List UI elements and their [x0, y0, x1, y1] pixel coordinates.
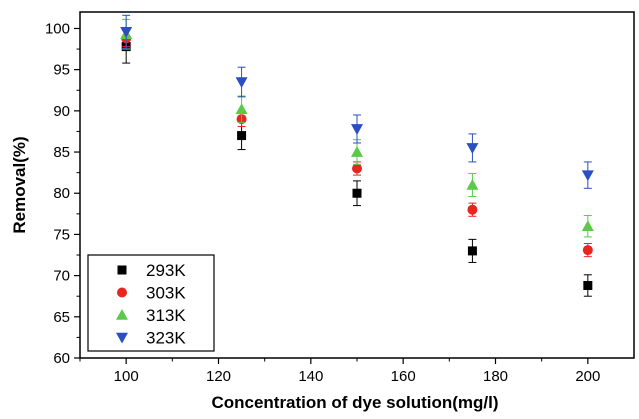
legend-marker [117, 265, 127, 275]
series-313k [120, 18, 594, 238]
data-point [467, 204, 478, 215]
data-point [352, 163, 362, 174]
x-tick-label: 160 [391, 368, 416, 385]
y-tick-label: 100 [45, 20, 70, 37]
data-point [235, 103, 248, 115]
x-tick-label: 140 [298, 368, 323, 385]
legend-label: 313K [146, 306, 186, 325]
y-tick-label: 75 [53, 226, 70, 243]
x-tick-label: 100 [114, 368, 139, 385]
x-tick-label: 180 [483, 368, 508, 385]
data-point [466, 143, 479, 154]
y-tick-label: 60 [53, 350, 70, 367]
data-point [120, 26, 133, 38]
y-tick-label: 85 [53, 144, 70, 161]
legend-label: 323K [146, 329, 186, 348]
y-tick-label: 65 [53, 309, 70, 326]
legend-marker [116, 309, 128, 320]
legend-marker [117, 287, 127, 298]
y-tick-label: 70 [53, 268, 70, 285]
data-point [583, 281, 593, 291]
legend-marker [116, 332, 128, 344]
data-point [237, 131, 247, 141]
legend-label: 293K [146, 261, 186, 280]
data-point [235, 77, 248, 89]
data-point [466, 179, 479, 190]
data-point [352, 188, 362, 198]
x-tick-label: 120 [206, 368, 231, 385]
data-point [351, 124, 363, 135]
y-tick-label: 80 [53, 185, 70, 202]
data-point [467, 246, 477, 256]
x-axis-title: Concentration of dye solution(mg/l) [211, 393, 498, 412]
series-323k [120, 14, 594, 189]
y-tick-label: 90 [53, 103, 70, 120]
data-point [581, 170, 594, 182]
data-point [351, 146, 363, 157]
legend-box [87, 254, 215, 352]
y-axis-title: Removal(%) [10, 136, 29, 233]
data-point [582, 245, 593, 256]
legend-label: 303K [146, 284, 186, 303]
data-point [581, 220, 594, 231]
x-tick-label: 200 [575, 368, 600, 385]
y-tick-label: 95 [53, 62, 70, 79]
